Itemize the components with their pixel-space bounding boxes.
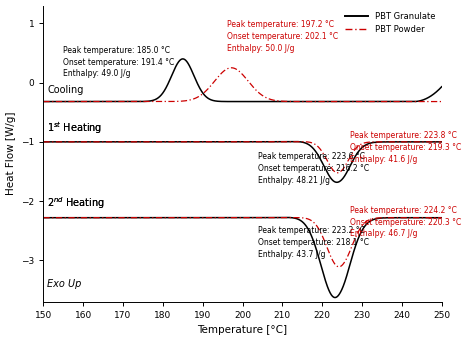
Text: $1^{st}$ Heating: $1^{st}$ Heating bbox=[47, 120, 103, 136]
Text: Peak temperature: 185.0 °C
Onset temperature: 191.4 °C
Enthalpy: 49.0 J/g: Peak temperature: 185.0 °C Onset tempera… bbox=[64, 46, 174, 78]
Text: Cooling: Cooling bbox=[47, 85, 84, 95]
Y-axis label: Heat Flow [W/g]: Heat Flow [W/g] bbox=[6, 112, 16, 195]
Text: Peak temperature: 223.2 °C
Onset temperature: 218.1 °C
Enthalpy: 43.7 J/g: Peak temperature: 223.2 °C Onset tempera… bbox=[258, 226, 369, 258]
Text: 1$^{st}$ Heating: 1$^{st}$ Heating bbox=[47, 120, 103, 136]
Legend: PBT Granulate, PBT Powder: PBT Granulate, PBT Powder bbox=[342, 10, 438, 36]
Text: Exo Up: Exo Up bbox=[47, 279, 82, 289]
X-axis label: Temperature [°C]: Temperature [°C] bbox=[198, 325, 288, 336]
Text: Peak temperature: 223.6 °C
Onset temperature: 216.2 °C
Enthalpy: 48.21 J/g: Peak temperature: 223.6 °C Onset tempera… bbox=[258, 152, 370, 184]
Text: 2$^{nd}$ Heating: 2$^{nd}$ Heating bbox=[47, 195, 105, 211]
Text: Peak temperature: 197.2 °C
Onset temperature: 202.1 °C
Enthalpy: 50.0 J/g: Peak temperature: 197.2 °C Onset tempera… bbox=[227, 20, 338, 53]
Text: Peak temperature: 223.8 °C
Onset temperature: 219.3 °C
Enthalpy: 41.6 J/g: Peak temperature: 223.8 °C Onset tempera… bbox=[350, 131, 461, 164]
Text: Peak temperature: 224.2 °C
Onset temperature: 220.3 °C
Enthalpy: 46.7 J/g: Peak temperature: 224.2 °C Onset tempera… bbox=[350, 206, 461, 238]
Text: $2^{nd}$ Heating: $2^{nd}$ Heating bbox=[47, 195, 105, 211]
